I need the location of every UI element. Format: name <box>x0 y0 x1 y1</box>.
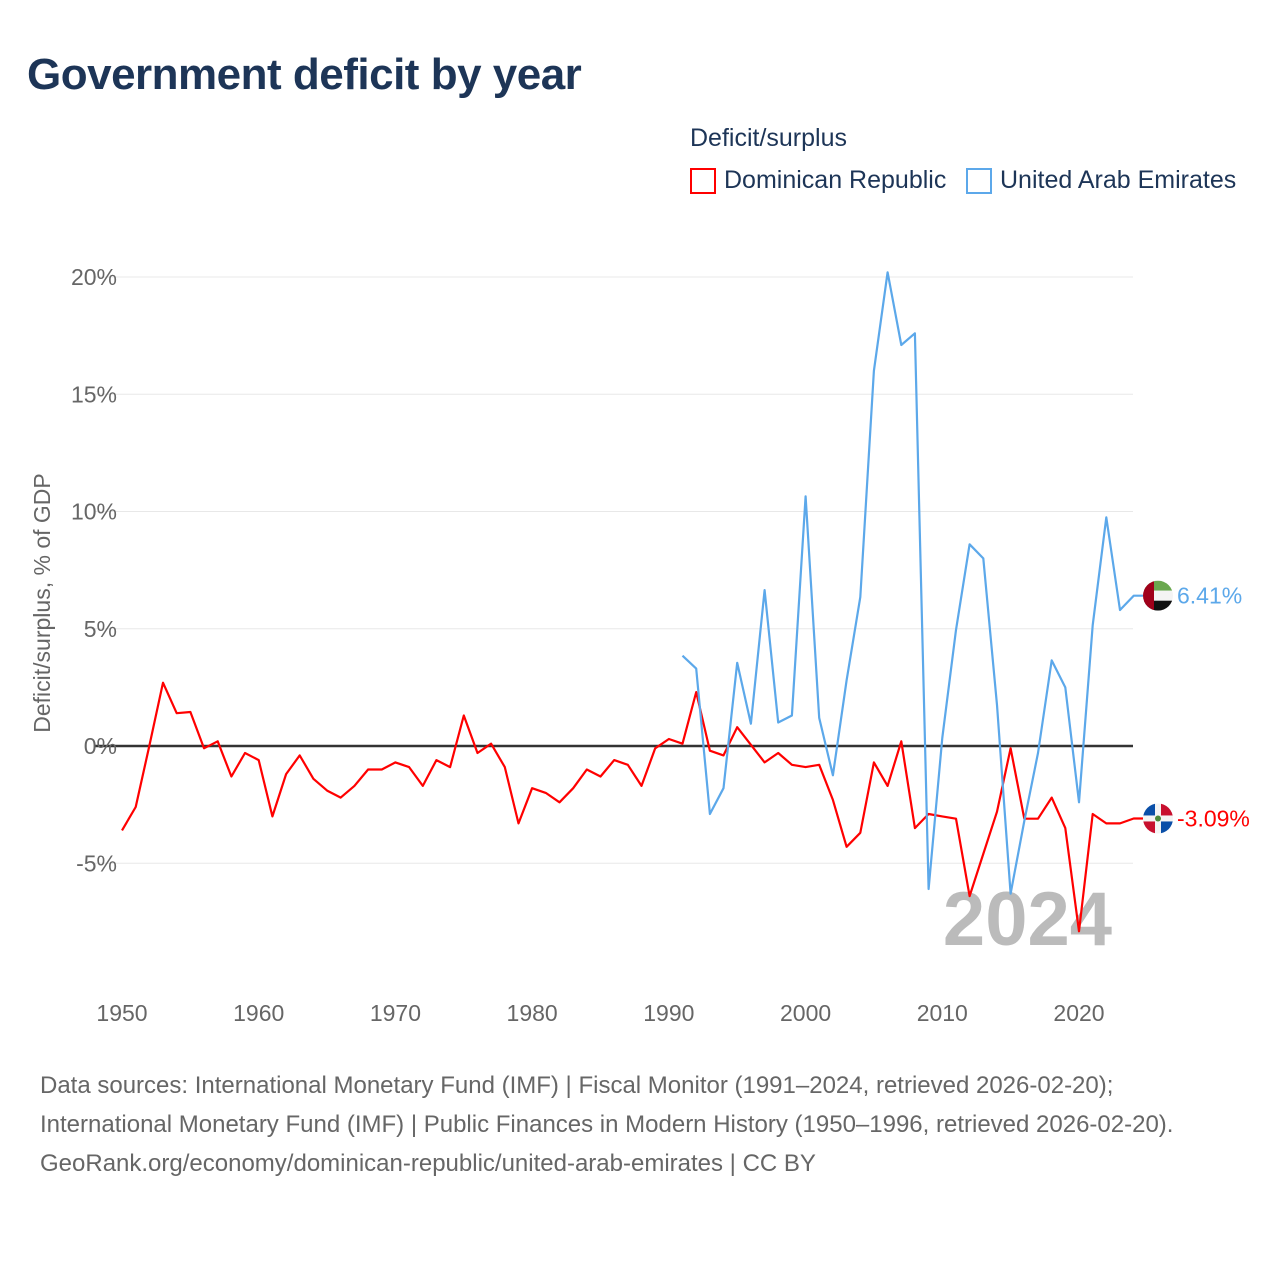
y-tick-label: -5% <box>76 850 117 876</box>
series-line-uae <box>681 271 1143 895</box>
flag-stripe <box>1143 580 1154 611</box>
legend-item-uae[interactable]: United Arab Emirates <box>966 166 1236 195</box>
dominican-republic-flag-icon <box>1143 803 1173 834</box>
y-axis-label: Deficit/surplus, % of GDP <box>29 473 55 732</box>
chart-title: Government deficit by year <box>27 50 582 99</box>
legend-swatch <box>690 167 716 194</box>
x-tick-label: 2010 <box>917 1000 968 1026</box>
flag-emblem <box>1155 815 1161 822</box>
end-value-label: -3.09% <box>1177 805 1250 831</box>
footer: Data sources: International Monetary Fun… <box>40 1066 1240 1183</box>
series-line-dominican-republic <box>121 681 1143 933</box>
y-tick-label: 5% <box>84 616 117 642</box>
y-tick-label: 20% <box>71 264 117 290</box>
uae-flag-icon <box>1143 580 1173 611</box>
source-link[interactable]: GeoRank.org/economy/dominican-republic/u… <box>40 1150 816 1177</box>
y-tick-label: 15% <box>71 381 117 407</box>
x-tick-label: 1990 <box>643 1000 694 1026</box>
x-tick-label: 1970 <box>370 1000 421 1026</box>
flag <box>1143 803 1173 834</box>
flag-stripe <box>1143 600 1173 611</box>
flag-stripe <box>1143 590 1173 601</box>
flag-stripe <box>1143 580 1173 591</box>
y-tick-label: 10% <box>71 499 117 525</box>
flag <box>1143 580 1173 611</box>
x-tick-label: 1980 <box>507 1000 558 1026</box>
x-tick-label: 2000 <box>780 1000 831 1026</box>
x-tick-label: 1960 <box>233 1000 284 1026</box>
legend-item-dominican-republic[interactable]: Dominican Republic <box>690 166 946 195</box>
legend-label: United Arab Emirates <box>1000 166 1237 194</box>
flag-quarter <box>1161 821 1173 834</box>
y-tick-label: 0% <box>84 733 117 759</box>
legend-title: Deficit/surplus <box>690 124 847 152</box>
flag-quarter <box>1143 803 1155 816</box>
data-sources: Data sources: International Monetary Fun… <box>40 1072 1174 1138</box>
x-tick-label: 1950 <box>96 1000 147 1026</box>
legend-swatch <box>966 167 992 194</box>
end-value-label: 6.41% <box>1177 583 1242 609</box>
x-tick-label: 2020 <box>1053 1000 1104 1026</box>
flag-quarter <box>1161 803 1173 816</box>
legend-label: Dominican Republic <box>724 166 947 194</box>
flag-quarter <box>1143 821 1155 834</box>
